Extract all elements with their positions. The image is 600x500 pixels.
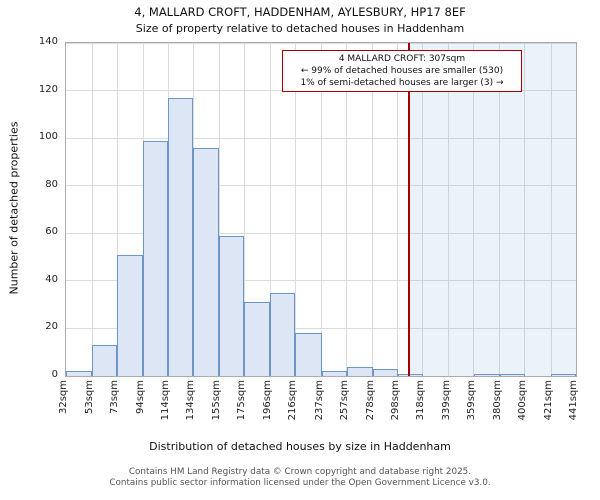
x-tick-label: 134sqm — [185, 380, 197, 421]
h-gridline — [66, 327, 576, 329]
y-tick-label: 40 — [45, 273, 58, 285]
y-tick-label: 20 — [45, 321, 58, 333]
v-gridline — [372, 43, 374, 376]
x-tick-label: 278sqm — [364, 380, 376, 421]
v-gridline — [448, 43, 450, 376]
h-gridline — [66, 280, 576, 282]
histogram-bar — [499, 373, 525, 376]
x-tick-label: 53sqm — [84, 380, 96, 415]
y-tick-label: 80 — [45, 178, 58, 190]
histogram-bar — [295, 333, 322, 376]
histogram-bar — [193, 147, 220, 376]
histogram-bar — [321, 371, 347, 376]
v-gridline — [321, 43, 323, 376]
plot-area: 4 MALLARD CROFT: 307sqm ← 99% of detache… — [65, 42, 577, 377]
histogram-bar — [270, 292, 296, 376]
x-tick-label: 155sqm — [211, 380, 223, 421]
h-gridline — [66, 42, 576, 44]
x-tick-label: 421sqm — [543, 380, 555, 421]
x-axis-label: Distribution of detached houses by size … — [149, 440, 451, 453]
histogram-bar — [244, 302, 271, 376]
v-gridline — [422, 43, 424, 376]
histogram-bar — [117, 254, 144, 376]
histogram-bar — [473, 373, 500, 376]
larger-than-marker-shade — [408, 43, 576, 376]
annotation-line-1: 4 MALLARD CROFT: 307sqm — [338, 54, 466, 64]
footer-line-1: Contains HM Land Registry data © Crown c… — [128, 467, 472, 477]
x-tick-label: 94sqm — [135, 380, 147, 415]
annotation-line-3: 1% of semi-detached houses are larger (3… — [300, 78, 504, 89]
v-gridline — [269, 43, 271, 376]
x-tick-label: 400sqm — [516, 380, 528, 421]
x-tick-label: 114sqm — [160, 380, 172, 421]
histogram-bar — [346, 366, 373, 376]
y-axis-label: Number of detached properties — [7, 121, 21, 295]
v-gridline — [218, 43, 220, 376]
v-gridline — [397, 43, 399, 376]
h-gridline — [66, 137, 576, 139]
histogram-bar — [66, 371, 93, 376]
x-tick-label: 318sqm — [414, 380, 426, 421]
x-tick-label: 216sqm — [287, 380, 299, 421]
histogram-bar — [219, 235, 245, 376]
x-tick-label: 380sqm — [491, 380, 503, 421]
histogram-bar — [168, 97, 194, 376]
property-size-marker-line — [407, 43, 410, 376]
chart-subtitle: Size of property relative to detached ho… — [135, 22, 465, 35]
footer: Contains HM Land Registry data © Crown c… — [0, 467, 600, 490]
x-tick-label: 298sqm — [389, 380, 401, 421]
x-tick-label: 359sqm — [465, 380, 477, 421]
y-tick-label: 60 — [45, 226, 58, 238]
v-gridline — [116, 43, 118, 376]
v-gridline — [524, 43, 526, 376]
x-tick-label: 237sqm — [313, 380, 325, 421]
v-gridline — [346, 43, 348, 376]
v-gridline — [499, 43, 501, 376]
v-gridline — [243, 43, 245, 376]
h-gridline — [66, 232, 576, 234]
y-tick-label: 100 — [38, 131, 58, 143]
v-gridline — [473, 43, 475, 376]
histogram-bar — [143, 140, 169, 376]
histogram-bar — [551, 373, 576, 376]
v-gridline — [294, 43, 296, 376]
h-gridline — [66, 185, 576, 187]
x-tick-label: 339sqm — [440, 380, 452, 421]
x-tick-label: 73sqm — [109, 380, 121, 415]
footer-line-2: Contains public sector information licen… — [109, 478, 491, 489]
y-tick-label: 0 — [51, 369, 58, 380]
y-tick-label: 120 — [38, 83, 58, 95]
x-tick-label: 196sqm — [262, 380, 274, 421]
histogram-bar — [92, 345, 118, 376]
x-tick-label: 175sqm — [236, 380, 248, 421]
histogram-bar — [397, 373, 423, 376]
v-gridline — [91, 43, 93, 376]
y-tick-label: 140 — [38, 36, 58, 47]
chart-title: 4, MALLARD CROFT, HADDENHAM, AYLESBURY, … — [134, 5, 466, 19]
x-tick-label: 257sqm — [338, 380, 350, 421]
marker-annotation: 4 MALLARD CROFT: 307sqm ← 99% of detache… — [282, 50, 522, 93]
annotation-line-2: ← 99% of detached houses are smaller (53… — [300, 66, 504, 77]
histogram-bar — [372, 368, 398, 376]
x-tick-label: 32sqm — [58, 380, 69, 415]
x-tick-label: 441sqm — [568, 380, 579, 421]
v-gridline — [550, 43, 552, 376]
